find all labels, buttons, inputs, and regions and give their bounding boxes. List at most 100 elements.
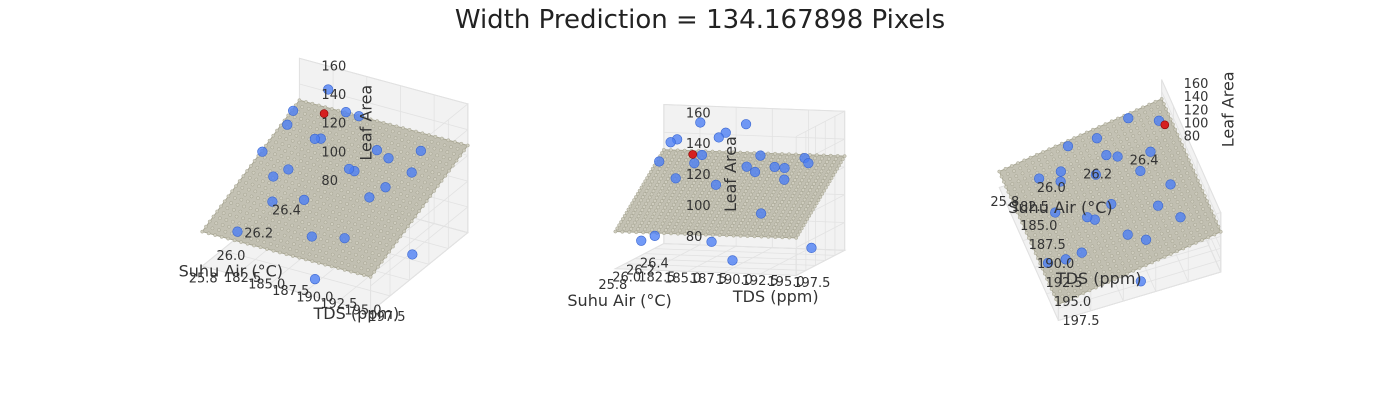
surface-point — [1184, 202, 1188, 207]
surface-point — [798, 181, 802, 186]
surface-point — [347, 178, 351, 182]
surface-point — [206, 231, 211, 236]
surface-point — [391, 244, 395, 249]
surface-point — [1110, 137, 1115, 142]
surface-point — [1168, 166, 1172, 171]
surface-point — [1126, 240, 1130, 245]
surface-point — [409, 188, 413, 193]
surface-point — [826, 169, 831, 174]
surface-point — [1071, 234, 1075, 239]
surface-point — [1183, 184, 1188, 189]
surface-point — [300, 220, 305, 224]
surface-point — [699, 181, 703, 185]
surface-point — [337, 169, 342, 174]
x-tick-label: 26.2 — [1083, 167, 1112, 182]
surface-point — [731, 198, 736, 203]
surface-point — [1118, 121, 1122, 126]
surface-point — [296, 225, 301, 230]
surface-point — [387, 134, 391, 139]
surface-point — [1133, 256, 1137, 260]
surface-point — [377, 210, 382, 215]
x-tick-label: 26.4 — [1130, 153, 1159, 168]
surface-point — [807, 201, 812, 205]
surface-point — [458, 153, 463, 158]
surface-point — [1045, 160, 1050, 164]
surface-point — [327, 257, 331, 262]
surface-point — [752, 234, 757, 239]
observed-point — [803, 158, 814, 169]
surface-point — [320, 183, 324, 187]
surface-point — [1044, 191, 1049, 196]
surface-point — [1151, 180, 1156, 184]
surface-point — [769, 170, 773, 175]
surface-point — [375, 234, 380, 239]
surface-point — [358, 120, 363, 125]
surface-point — [244, 223, 248, 227]
surface-point — [681, 151, 685, 156]
surface-point — [725, 172, 730, 177]
surface-point — [286, 186, 291, 191]
surface-point — [1042, 204, 1047, 209]
surface-point — [744, 211, 749, 216]
surface-point — [1129, 129, 1133, 133]
surface-point — [792, 203, 796, 208]
surface-point — [1029, 241, 1033, 245]
surface-point — [444, 162, 449, 166]
surface-point — [1074, 257, 1078, 262]
surface-point — [245, 211, 249, 216]
surface-point — [1218, 229, 1223, 234]
surface-point — [1142, 159, 1147, 164]
surface-point — [357, 247, 362, 252]
surface-point — [1119, 274, 1123, 279]
surface-point — [356, 186, 360, 191]
surface-point — [646, 185, 651, 190]
surface-point — [265, 162, 270, 167]
surface-point — [751, 176, 756, 181]
surface-point — [747, 231, 752, 235]
surface-point — [367, 214, 371, 218]
surface-point — [813, 191, 818, 196]
surface-point — [798, 168, 803, 173]
surface-point — [1063, 250, 1067, 255]
surface-point — [1178, 205, 1182, 209]
x-axis-label: Suhu Air (°C) — [567, 291, 671, 310]
surface-point — [823, 163, 827, 167]
surface-point — [247, 187, 251, 192]
surface-point — [629, 227, 633, 231]
surface-point — [1070, 265, 1074, 270]
surface-point — [357, 132, 362, 137]
surface-point — [807, 214, 812, 218]
surface-point — [792, 191, 797, 195]
surface-point — [1003, 166, 1008, 171]
surface-point — [1041, 217, 1045, 222]
surface-point — [385, 231, 390, 235]
surface-point — [1170, 221, 1174, 225]
surface-point — [1127, 142, 1132, 146]
surface-point — [433, 134, 438, 139]
surface-point — [360, 254, 365, 259]
surface-point — [758, 164, 763, 168]
surface-point — [1023, 194, 1028, 199]
surface-point — [233, 196, 237, 200]
surface-point — [1030, 160, 1035, 165]
surface-point — [794, 223, 799, 227]
surface-point — [811, 194, 816, 199]
surface-point — [725, 207, 730, 212]
surface-point — [722, 166, 726, 170]
surface-point — [1126, 124, 1131, 128]
surface-point — [713, 169, 718, 173]
surface-point — [325, 196, 330, 201]
surface-point — [756, 192, 760, 197]
surface-point — [1033, 165, 1037, 170]
surface-point — [636, 214, 641, 219]
surface-point — [315, 200, 320, 204]
surface-point — [1002, 179, 1006, 184]
surface-point — [1137, 113, 1141, 117]
observed-point — [755, 150, 766, 161]
surface-point — [679, 225, 684, 230]
surface-point — [997, 169, 1002, 174]
grid-line — [1058, 271, 1221, 321]
surface-point — [1212, 214, 1216, 219]
surface-point — [1071, 252, 1076, 257]
surface-point — [326, 142, 331, 147]
